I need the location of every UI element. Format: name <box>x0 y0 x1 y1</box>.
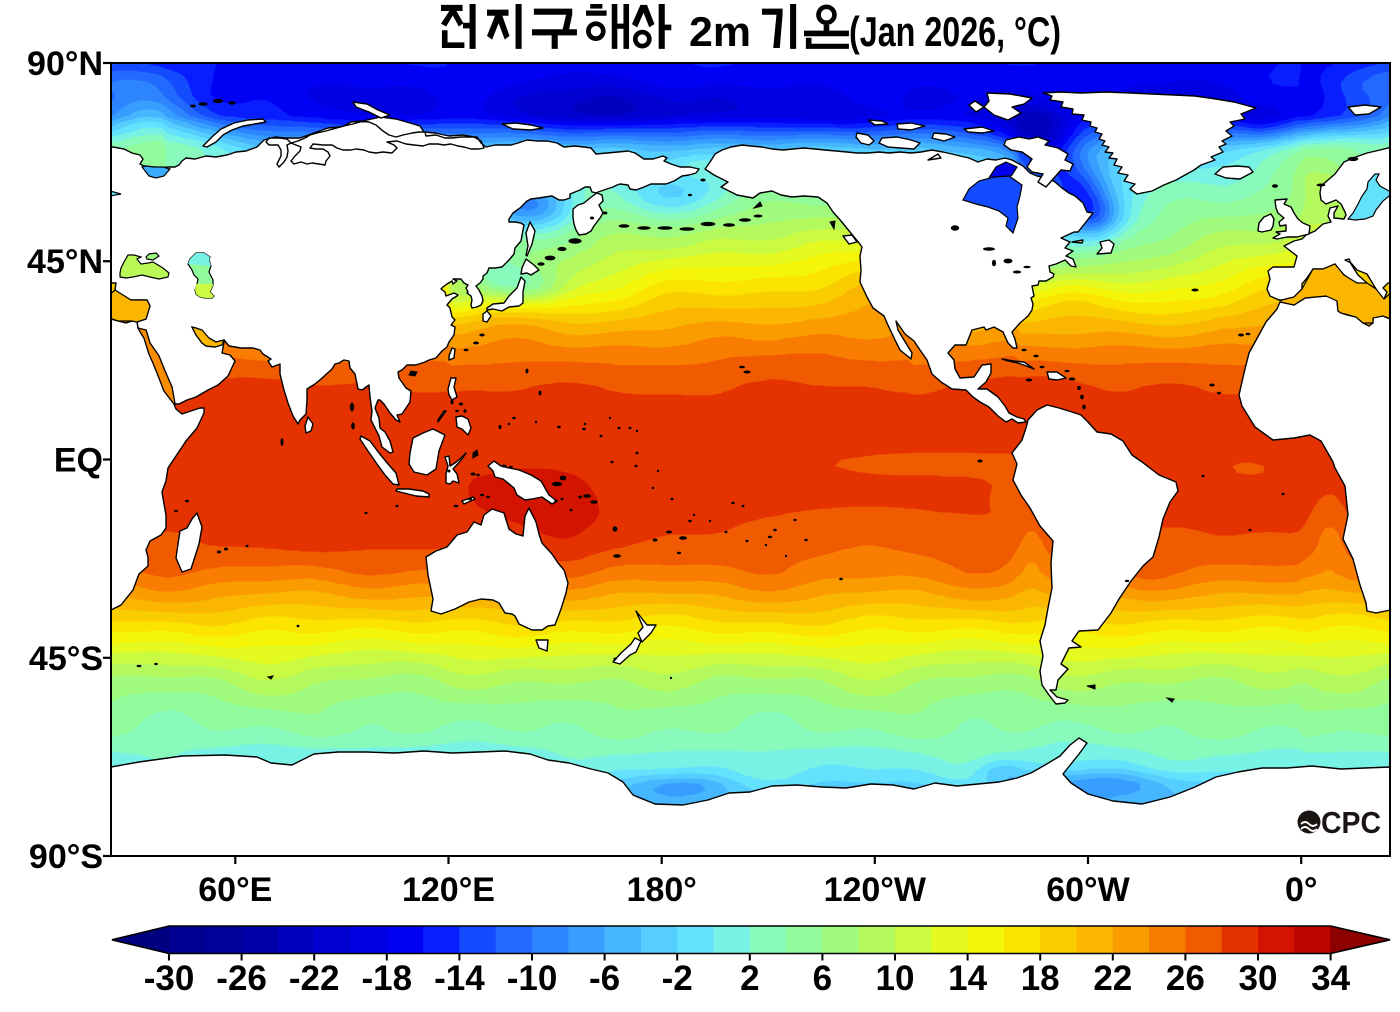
svg-text:45°S: 45°S <box>29 640 103 678</box>
svg-text:34: 34 <box>1311 959 1350 998</box>
svg-text:120°W: 120°W <box>824 871 927 909</box>
svg-text:-10: -10 <box>507 959 558 998</box>
svg-text:-30: -30 <box>144 959 195 998</box>
svg-text:-14: -14 <box>434 959 485 998</box>
svg-text:-18: -18 <box>362 959 413 998</box>
svg-text:-2: -2 <box>662 959 693 998</box>
svg-text:-26: -26 <box>216 959 267 998</box>
svg-text:10: 10 <box>876 959 915 998</box>
svg-text:90°N: 90°N <box>27 45 103 83</box>
svg-text:0°: 0° <box>1285 871 1318 909</box>
svg-text:6: 6 <box>813 959 832 998</box>
svg-text:18: 18 <box>1021 959 1060 998</box>
svg-text:14: 14 <box>948 959 987 998</box>
svg-text:120°E: 120°E <box>402 871 495 909</box>
svg-text:22: 22 <box>1093 959 1132 998</box>
svg-text:26: 26 <box>1166 959 1205 998</box>
svg-text:30: 30 <box>1239 959 1278 998</box>
svg-text:45°N: 45°N <box>27 243 103 281</box>
svg-text:60°E: 60°E <box>198 871 272 909</box>
svg-text:2m: 2m <box>689 8 751 55</box>
svg-text:-6: -6 <box>589 959 620 998</box>
svg-text:CPC: CPC <box>1321 805 1381 840</box>
svg-text:60°W: 60°W <box>1046 871 1130 909</box>
svg-text:2: 2 <box>740 959 759 998</box>
svg-text:EQ: EQ <box>54 442 103 480</box>
svg-text:180°: 180° <box>627 871 697 909</box>
svg-text:-22: -22 <box>289 959 340 998</box>
svg-text:90°S: 90°S <box>29 838 103 876</box>
svg-text:(Jan 2026, °C): (Jan 2026, °C) <box>849 8 1061 55</box>
